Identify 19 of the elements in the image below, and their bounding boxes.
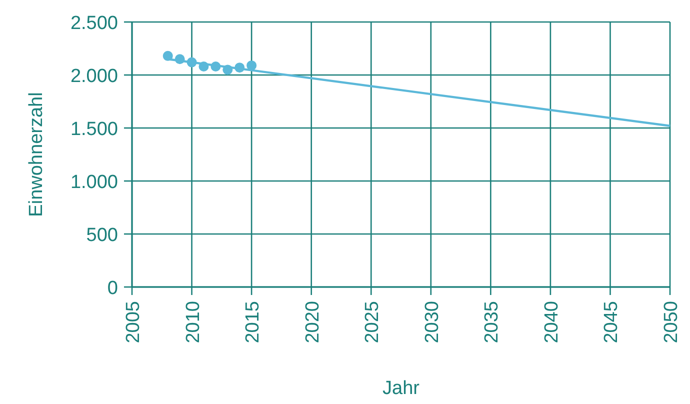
y-tick-label: 500 [86,225,118,246]
x-tick-label: 2025 [362,301,384,344]
x-tick-label: 2045 [601,301,622,344]
y-tick-label: 0 [107,278,118,299]
x-tick-label: 2005 [123,301,144,344]
x-tick-label: 2050 [661,301,682,344]
x-tick-label: 2040 [541,301,562,344]
x-tick-label: 2020 [302,301,324,344]
y-tick-label: 2.500 [70,13,118,34]
y-tick-label: 2.000 [70,66,118,87]
y-tick-label: 1.000 [70,172,118,193]
x-tick-label: 2010 [182,301,204,344]
x-tick-label: 2035 [482,301,503,344]
y-tick-label: 1.500 [70,119,118,140]
y-axis-title: Einwohnerzahl [26,92,47,217]
x-axis-title: Jahr [382,378,420,399]
point [246,60,257,70]
x-tick-label: 2015 [242,301,264,344]
x-tick-label: 2030 [422,301,443,344]
